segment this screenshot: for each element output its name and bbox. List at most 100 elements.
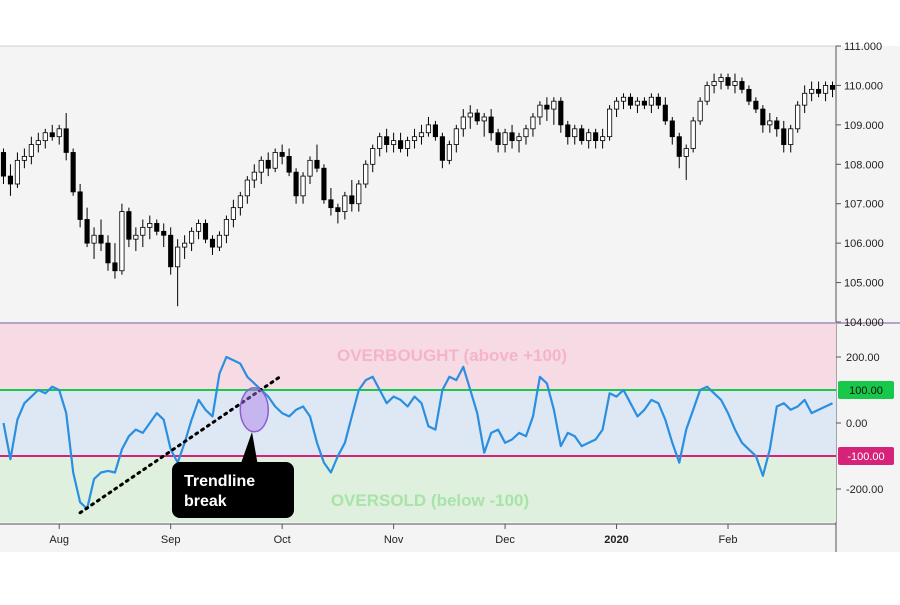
candle-body-up xyxy=(244,179,250,197)
candle xyxy=(244,176,250,204)
candle xyxy=(77,184,83,228)
candle xyxy=(258,156,264,184)
candle xyxy=(328,187,334,216)
candle-body-up xyxy=(272,152,278,169)
candle xyxy=(586,128,592,149)
overbought-label: OVERBOUGHT (above +100) xyxy=(337,346,567,365)
candle-body-down xyxy=(49,132,55,138)
candle xyxy=(739,77,745,94)
candle xyxy=(683,144,689,181)
candle xyxy=(49,124,55,141)
time-tick-label: 2020 xyxy=(604,534,628,546)
candle-body-down xyxy=(593,132,599,142)
candle-body-up xyxy=(147,223,153,228)
candle-body-up xyxy=(175,246,181,268)
cci-tick-label: 200.00 xyxy=(846,352,880,364)
candle xyxy=(509,124,515,149)
candle xyxy=(523,124,529,145)
candle xyxy=(91,227,97,259)
candle-body-down xyxy=(202,223,209,240)
candle xyxy=(641,97,647,110)
candle xyxy=(370,144,376,173)
candle-body-down xyxy=(488,116,494,134)
candle xyxy=(669,116,675,145)
candle-body-up xyxy=(119,211,125,272)
overbought-level-value: 100.00 xyxy=(849,385,883,397)
candle xyxy=(802,85,808,114)
candle xyxy=(453,124,459,153)
cci-tick-label: -200.00 xyxy=(846,484,883,496)
candle-body-up xyxy=(251,171,257,181)
candle-body-down xyxy=(279,152,285,157)
candle-body-up xyxy=(216,234,223,248)
candle-body-up xyxy=(356,183,362,205)
candle xyxy=(384,128,390,153)
candle-body-up xyxy=(377,136,383,149)
candle-body-up xyxy=(502,132,508,145)
time-tick-label: Oct xyxy=(274,534,291,546)
time-tick-label: Dec xyxy=(495,534,515,546)
candle xyxy=(732,73,738,94)
candle-body-down xyxy=(335,207,341,213)
candle-body-down xyxy=(105,242,111,264)
price-tick-label: 111.000 xyxy=(844,41,882,53)
candle-body-down xyxy=(314,159,320,169)
candle-body-up xyxy=(516,136,522,142)
candle xyxy=(133,227,139,252)
cci-line xyxy=(2,355,833,510)
candle xyxy=(572,124,578,145)
candle-body-up xyxy=(404,140,411,149)
candle-body-down xyxy=(161,230,167,236)
candle xyxy=(119,203,125,275)
price-tick-label: 108.000 xyxy=(844,159,884,171)
candle xyxy=(42,128,48,149)
candle-body-down xyxy=(781,128,787,145)
candle-body-up xyxy=(697,100,703,122)
candle-body-up xyxy=(460,116,466,130)
candle-body-down xyxy=(739,81,745,90)
candle-body-down xyxy=(816,88,822,94)
candle-body-down xyxy=(7,175,14,185)
candle xyxy=(356,180,362,212)
candle-body-down xyxy=(84,219,90,244)
overbought-level-badge xyxy=(838,381,894,399)
candle-body-up xyxy=(711,81,717,86)
candle xyxy=(286,148,292,177)
candle xyxy=(516,132,522,153)
candle xyxy=(265,152,271,177)
candle xyxy=(439,132,445,169)
candle xyxy=(627,93,634,110)
trendline xyxy=(78,375,282,515)
price-tick-label: 110.000 xyxy=(844,80,883,92)
candle-body-up xyxy=(391,140,397,145)
candle xyxy=(168,227,174,275)
candle xyxy=(28,136,34,165)
candle xyxy=(147,215,153,240)
candle xyxy=(655,93,661,110)
candle-body-up xyxy=(425,124,432,134)
candle xyxy=(558,97,564,133)
candle xyxy=(63,113,69,161)
candle xyxy=(391,132,397,153)
candle-body-up xyxy=(140,226,146,236)
candle xyxy=(404,136,411,157)
candle xyxy=(648,93,654,114)
candle-body-up xyxy=(683,148,689,157)
candle-body-down xyxy=(70,152,76,193)
overbought-zone xyxy=(0,324,836,390)
candle-body-down xyxy=(432,124,438,138)
candle-body-up xyxy=(35,140,41,145)
candle-body-up xyxy=(607,108,613,138)
candle-body-down xyxy=(760,108,766,126)
candle-body-up xyxy=(342,195,348,212)
candle xyxy=(676,132,682,169)
candle xyxy=(126,207,132,248)
candle-body-up xyxy=(809,88,815,94)
candle xyxy=(293,168,299,204)
candle xyxy=(7,164,14,196)
candle xyxy=(363,160,369,188)
candle-body-up xyxy=(21,155,27,161)
candle xyxy=(579,124,585,145)
candle-body-up xyxy=(370,148,376,165)
candle-body-up xyxy=(307,159,313,177)
